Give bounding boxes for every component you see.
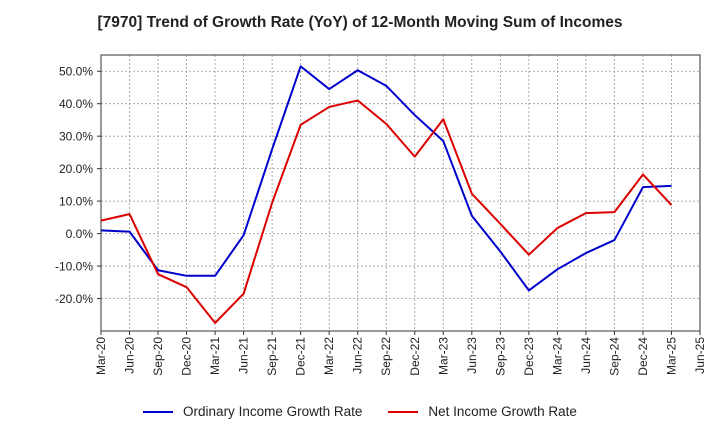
legend-swatch-net: [388, 410, 419, 413]
series-line-net-income: [100, 99, 673, 324]
x-tick-label: Jun-21: [237, 337, 251, 374]
y-tick-label: 10.0%: [59, 195, 93, 209]
x-tick-label: Sep-23: [493, 337, 507, 376]
x-tick-label: Sep-24: [607, 337, 621, 376]
x-tick-label: Mar-21: [208, 337, 222, 375]
y-tick-label: 50.0%: [59, 65, 93, 79]
y-tick-label: -10.0%: [55, 260, 93, 274]
x-tick-label: Jun-24: [579, 337, 593, 374]
legend-item-ordinary: Ordinary Income Growth Rate: [143, 404, 362, 419]
y-tick-label: -20.0%: [55, 292, 93, 306]
x-tick-label: Dec-23: [522, 337, 536, 376]
y-tick-label: 0.0%: [66, 227, 94, 241]
legend-item-net: Net Income Growth Rate: [388, 404, 577, 419]
x-tick-label: Dec-24: [636, 337, 650, 376]
y-tick-label: 30.0%: [59, 130, 93, 144]
x-tick-label: Dec-21: [294, 337, 308, 376]
x-tick-label: Sep-20: [151, 337, 165, 376]
x-tick-label: Jun-22: [351, 337, 365, 374]
x-tick-label: Jun-23: [465, 337, 479, 374]
x-tick-label: Mar-20: [94, 337, 108, 375]
x-tick-label: Sep-22: [379, 337, 393, 376]
x-tick-label: Mar-24: [550, 337, 564, 375]
plot-frame: [100, 54, 701, 332]
x-tick-label: Mar-25: [664, 337, 678, 375]
series-line-ordinary-income: [100, 65, 672, 292]
legend-label-net: Net Income Growth Rate: [428, 404, 577, 419]
x-tick-label: Jun-20: [123, 337, 137, 374]
legend-swatch-ordinary: [143, 410, 174, 413]
x-tick-label: Dec-20: [180, 337, 194, 376]
chart-title: [7970] Trend of Growth Rate (YoY) of 12-…: [97, 14, 623, 31]
legend-label-ordinary: Ordinary Income Growth Rate: [183, 404, 363, 419]
legend: Ordinary Income Growth Rate Net Income G…: [0, 404, 720, 419]
y-tick-label: 40.0%: [59, 97, 93, 111]
x-tick-label: Mar-22: [322, 337, 336, 375]
x-tick-label: Mar-23: [436, 337, 450, 375]
x-tick-label: Dec-22: [408, 337, 422, 376]
x-tick-label: Sep-21: [265, 337, 279, 376]
y-tick-label: 20.0%: [59, 162, 93, 176]
x-tick-label: Jun-25: [693, 337, 707, 374]
